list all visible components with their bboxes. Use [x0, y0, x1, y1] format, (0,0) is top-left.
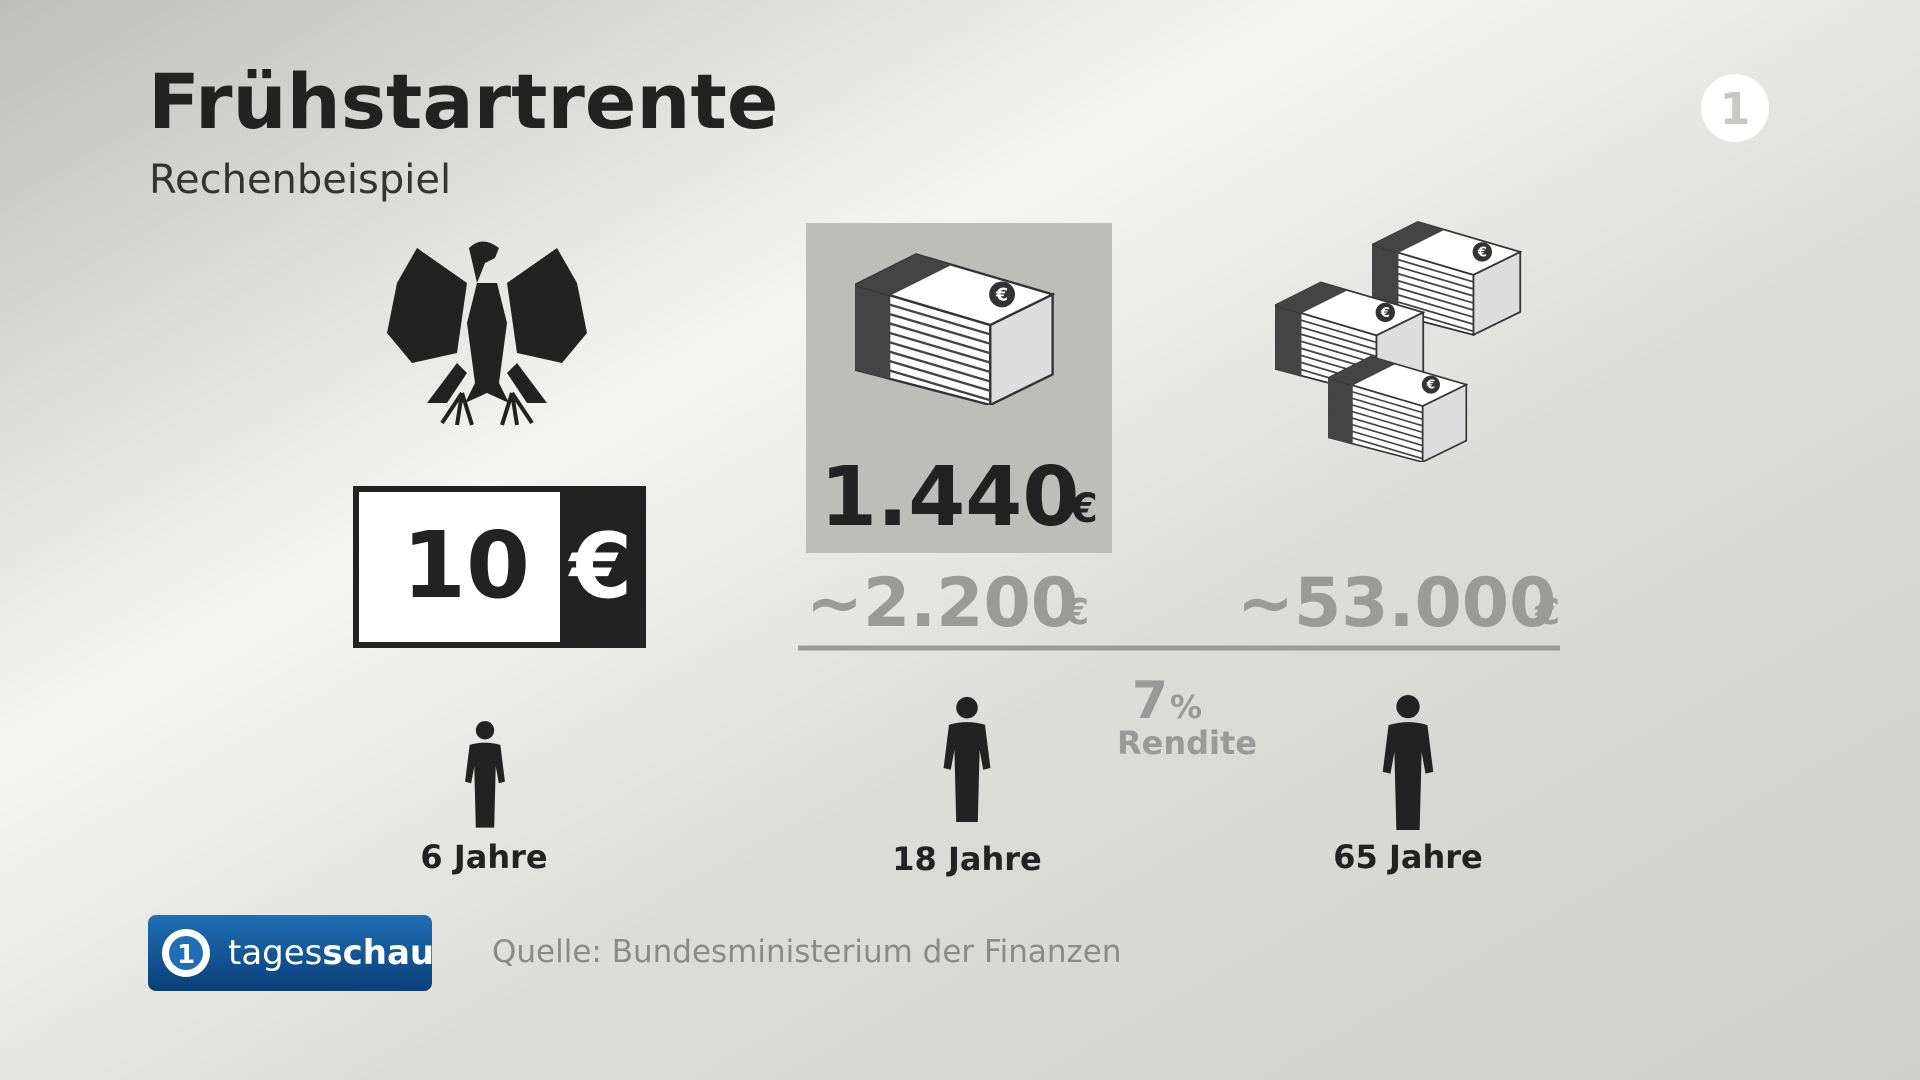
- logo-text: schau: [322, 933, 434, 973]
- amount-box: 10 €: [353, 486, 646, 648]
- source: Quelle: Bundesministerium der Finanzen: [492, 934, 1122, 970]
- age-label: 6 Jahre: [420, 838, 547, 876]
- amount: 1.440: [820, 450, 1079, 545]
- projection: ~2.200: [806, 564, 1078, 643]
- eagle-icon: [387, 241, 587, 426]
- age-label: 65 Jahre: [1333, 838, 1482, 876]
- tagesschau-logo: 1 tagesschau: [148, 915, 434, 991]
- svg-text:tagesschau: tagesschau: [228, 933, 434, 973]
- currency: €: [1063, 592, 1089, 633]
- rate-value: 7: [1132, 671, 1168, 731]
- projection: ~53.000: [1237, 564, 1556, 643]
- ard-logo: 1: [1701, 74, 1769, 142]
- age-label: 18 Jahre: [892, 840, 1041, 878]
- svg-text:1: 1: [177, 940, 195, 970]
- rate-label: Rendite: [1117, 724, 1257, 762]
- currency: €: [568, 514, 633, 619]
- logo-text: tages: [228, 933, 322, 973]
- subtitle: Rechenbeispiel: [149, 157, 451, 203]
- amount: 10: [402, 512, 530, 619]
- currency: €: [1534, 592, 1560, 633]
- rate-unit: %: [1170, 688, 1202, 726]
- currency: €: [1069, 486, 1098, 532]
- title: Frühstartrente: [148, 57, 778, 146]
- svg-text:1: 1: [1720, 84, 1751, 135]
